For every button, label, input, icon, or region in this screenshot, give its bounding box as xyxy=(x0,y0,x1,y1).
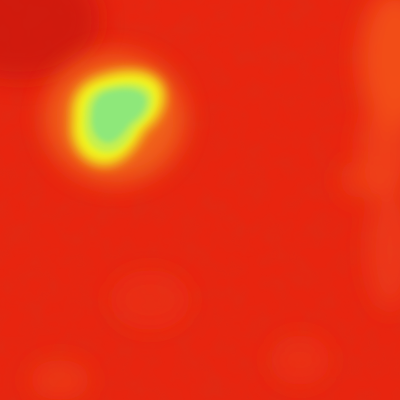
warm-patches xyxy=(30,270,330,400)
hot-spot-core xyxy=(91,88,147,143)
hot-spot xyxy=(45,53,185,183)
dark-corner-top-left xyxy=(0,0,100,80)
right-edge-warm-band xyxy=(340,0,400,310)
